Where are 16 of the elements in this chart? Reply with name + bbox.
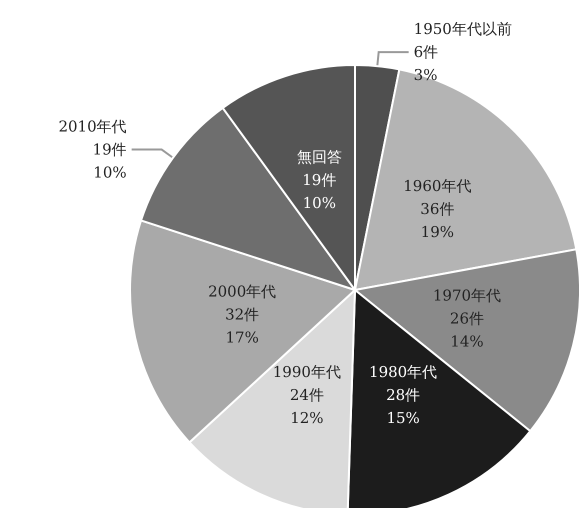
slice-label: 2000年代 [208, 282, 276, 301]
slice-label: 2010年代 [58, 118, 127, 136]
data-label: 26件 14% [450, 309, 484, 350]
slice-label: 1960年代 [403, 177, 472, 196]
data-label: 19件 10% [92, 140, 127, 182]
data-label: 6件 3% [414, 43, 438, 84]
data-label: 36件 19% [420, 200, 454, 242]
data-label: 28件 15% [386, 386, 420, 427]
data-label: 24件 12% [290, 386, 324, 427]
data-label: 32件 17% [225, 306, 260, 347]
data-label: 19件 10% [302, 171, 336, 212]
slice-label: 1950年代以前 [414, 20, 512, 38]
slice-label: 無回答 [296, 148, 342, 166]
slice-label: 1970年代 [432, 286, 502, 304]
slice-label: 1980年代 [369, 362, 438, 381]
slice-label: 1990年代 [272, 362, 341, 381]
